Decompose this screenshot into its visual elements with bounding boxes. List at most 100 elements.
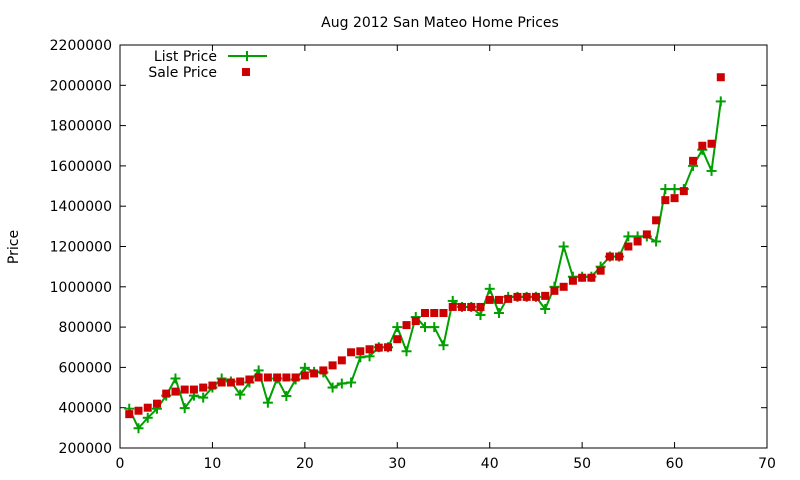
y-tick-label: 2000000 [50, 78, 112, 94]
legend-marker-list-price [242, 51, 252, 61]
sale-price-point [698, 141, 707, 150]
sale-price-point [596, 266, 605, 275]
sale-price-point [337, 356, 346, 365]
sale-price-point [689, 156, 698, 165]
sale-price-point [125, 410, 134, 419]
sale-price-point [513, 292, 522, 301]
x-axis: 0 10 20 30 40 50 60 70 [116, 45, 776, 472]
x-tick-label: 50 [573, 456, 591, 472]
y-tick-label: 1000000 [50, 280, 112, 296]
sale-price-point [457, 302, 466, 311]
sale-price-point [707, 139, 716, 148]
list-price-point [401, 346, 412, 357]
list-price-point [493, 307, 504, 318]
list-price-point [336, 378, 347, 389]
sale-price-point [670, 194, 679, 203]
sale-price-point [384, 343, 393, 352]
x-tick-label: 10 [204, 456, 222, 472]
sale-price-point [374, 343, 383, 352]
sale-price-point [633, 237, 642, 246]
sale-price-point [189, 385, 198, 394]
sale-price-point [531, 292, 540, 301]
sale-price-point [679, 187, 688, 196]
list-price-point [484, 283, 495, 294]
sale-price-point [245, 375, 254, 384]
sale-price-point [162, 389, 171, 398]
y-tick-label: 600000 [59, 360, 112, 376]
x-tick-label: 0 [116, 456, 125, 472]
sale-price-point [393, 335, 402, 344]
sale-price-point [143, 403, 152, 412]
sale-price-point [652, 216, 661, 225]
sale-price-point [568, 276, 577, 285]
sale-price-point [485, 295, 494, 304]
y-tick-label: 1600000 [50, 159, 112, 175]
sale-price-point [448, 302, 457, 311]
sale-price-point [439, 309, 448, 317]
sale-price-point [615, 252, 624, 261]
y-axis-label: Price [6, 230, 22, 264]
list-price-point [327, 382, 338, 393]
sale-price-point [587, 273, 596, 282]
list-price-point [475, 310, 486, 321]
sale-price-point [180, 385, 189, 394]
x-tick-label: 20 [296, 456, 314, 472]
sale-price-point [254, 373, 263, 382]
sale-price-point [476, 302, 485, 311]
list-price-point [235, 389, 246, 400]
list-price-point [133, 423, 144, 434]
sale-price-point [282, 373, 291, 382]
sale-price-point [541, 291, 550, 300]
y-axis: 200000 400000 600000 800000 1000000 1200000 14… [50, 38, 767, 457]
list-price-point [651, 236, 662, 247]
list-price-point [299, 362, 310, 373]
sale-price-point [291, 373, 300, 382]
y-tick-label: 800000 [59, 320, 112, 336]
sale-price-point [134, 406, 143, 415]
sale-price-point [421, 309, 430, 317]
sale-price-point [236, 377, 245, 386]
sale-price-point [328, 361, 337, 370]
x-tick-label: 70 [758, 456, 776, 472]
list-price-point [142, 412, 153, 423]
sale-price-point [365, 345, 374, 354]
sale-price-point [347, 348, 356, 357]
sale-price-point [300, 371, 309, 380]
list-price-point [179, 403, 190, 414]
sale-price-point [642, 230, 651, 239]
y-tick-label: 1800000 [50, 119, 112, 135]
list-price-point [715, 96, 726, 107]
legend: List Price Sale Price [148, 49, 267, 81]
sale-price-point [559, 282, 568, 291]
list-price-point [262, 397, 273, 408]
list-price-point [706, 165, 717, 176]
sale-price-point [578, 273, 587, 282]
sale-price-point [605, 252, 614, 261]
legend-label-sale-price: Sale Price [148, 65, 217, 81]
sale-price-point [217, 378, 226, 387]
x-tick-label: 60 [666, 456, 684, 472]
y-tick-label: 1400000 [50, 199, 112, 215]
sale-price-point [504, 294, 513, 303]
sale-price-point [263, 373, 272, 382]
list-price-point [438, 340, 449, 351]
sale-price-point [319, 366, 328, 375]
list-price-point [346, 377, 357, 388]
sale-price-point [661, 196, 670, 205]
list-price-point [198, 392, 209, 403]
sale-price-point [226, 378, 235, 387]
sale-price-point [716, 73, 725, 82]
list-price-point [281, 391, 292, 402]
sale-price-point [310, 369, 319, 378]
y-tick-label: 1200000 [50, 240, 112, 256]
list-price-point [669, 184, 680, 195]
list-price-point [623, 231, 634, 242]
list-price-point [558, 241, 569, 252]
y-tick-label: 2200000 [50, 38, 112, 54]
list-price-point [429, 322, 440, 333]
x-tick-label: 40 [481, 456, 499, 472]
legend-marker-sale-price [242, 68, 250, 76]
sale-price-point [430, 309, 439, 317]
legend-label-list-price: List Price [154, 49, 217, 65]
